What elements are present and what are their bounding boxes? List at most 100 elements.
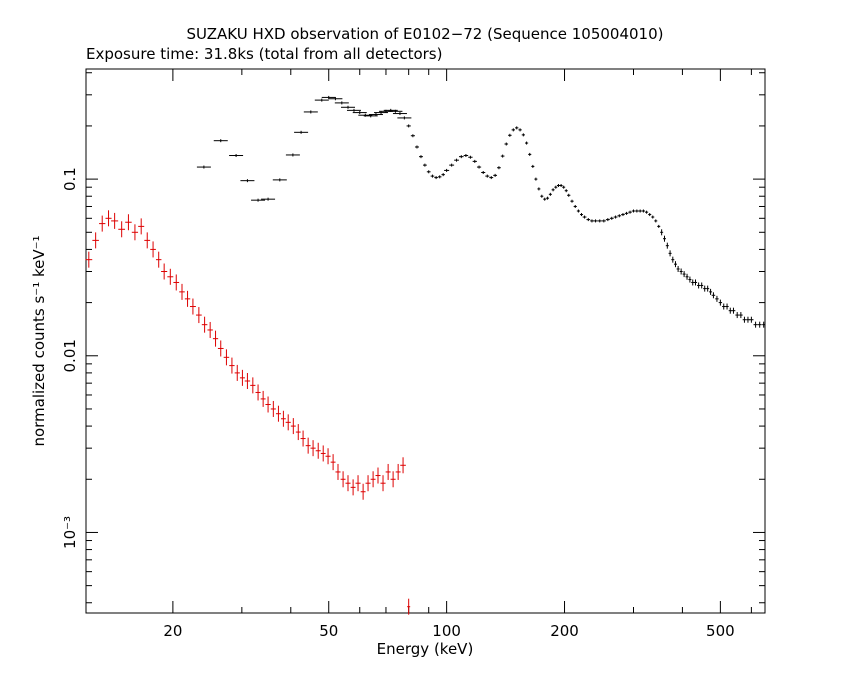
- data-point: [559, 184, 563, 188]
- data-point: [303, 110, 318, 114]
- data-point: [85, 251, 93, 268]
- data-point: [138, 218, 145, 235]
- y-axis-label: normalized counts s⁻¹ keV⁻¹: [30, 235, 48, 446]
- data-point: [370, 471, 376, 488]
- data-point: [454, 158, 459, 162]
- series-0: [196, 95, 766, 328]
- data-point: [731, 307, 736, 314]
- data-point: [472, 159, 477, 163]
- data-point: [346, 108, 361, 112]
- data-point: [179, 283, 185, 300]
- data-point: [631, 209, 636, 213]
- data-point: [161, 263, 168, 280]
- x-tick-label: 200: [550, 622, 579, 640]
- data-point: [118, 221, 126, 238]
- data-point: [272, 178, 287, 182]
- data-point: [328, 97, 343, 101]
- data-point: [260, 390, 266, 407]
- plot-frame: [85, 68, 766, 614]
- data-point: [310, 440, 316, 457]
- data-point: [711, 292, 716, 299]
- data-point: [414, 145, 419, 149]
- data-point: [500, 154, 505, 158]
- data-point: [385, 463, 391, 480]
- data-point: [624, 211, 629, 215]
- data-point: [320, 445, 326, 462]
- chart-title: SUZAKU HXD observation of E0102−72 (Sequ…: [187, 25, 664, 43]
- data-point: [300, 430, 306, 447]
- data-point: [468, 155, 473, 159]
- data-point: [375, 467, 381, 484]
- data-point: [638, 209, 642, 213]
- data-point: [290, 418, 296, 435]
- data-point: [400, 457, 406, 474]
- data-point: [534, 177, 538, 181]
- data-point: [426, 170, 431, 174]
- data-point: [709, 288, 713, 295]
- data-point: [270, 400, 276, 417]
- data-point: [92, 232, 99, 249]
- data-point: [660, 229, 664, 236]
- data-point: [504, 142, 509, 146]
- data-point: [422, 163, 427, 167]
- data-point: [543, 197, 547, 201]
- data-point: [111, 212, 119, 229]
- data-point: [144, 232, 151, 249]
- data-point: [663, 235, 667, 242]
- data-point: [360, 483, 366, 500]
- data-point: [556, 184, 560, 188]
- data-point: [617, 214, 622, 218]
- data-point: [250, 377, 256, 394]
- data-point: [657, 224, 661, 228]
- data-point: [682, 271, 686, 278]
- data-point: [679, 268, 683, 275]
- data-point: [725, 303, 729, 310]
- data-point: [515, 126, 519, 130]
- data-point: [275, 405, 281, 422]
- data-point: [497, 166, 501, 170]
- x-tick-label: 100: [432, 622, 461, 640]
- data-point: [628, 210, 632, 214]
- data-point: [419, 155, 423, 159]
- data-point: [481, 170, 486, 174]
- data-point: [671, 256, 675, 263]
- data-point: [691, 279, 695, 286]
- data-point: [546, 196, 550, 200]
- data-point: [315, 442, 321, 459]
- data-point: [676, 265, 680, 272]
- data-point: [757, 321, 762, 328]
- data-point: [195, 307, 202, 324]
- data-point: [700, 282, 704, 289]
- data-point: [673, 261, 677, 268]
- data-point: [641, 209, 645, 213]
- data-point: [728, 307, 732, 314]
- data-point: [189, 298, 196, 315]
- data-point: [576, 209, 580, 213]
- data-point: [229, 357, 235, 374]
- x-tick-label: 50: [319, 622, 338, 640]
- data-point: [746, 316, 750, 323]
- data-point: [234, 364, 240, 381]
- data-point: [567, 193, 571, 197]
- data-point: [407, 598, 411, 615]
- data-point: [540, 194, 544, 198]
- y-tick-label: 0.1: [61, 167, 79, 191]
- data-point: [314, 98, 329, 102]
- data-point: [570, 199, 574, 203]
- data-point: [305, 437, 311, 454]
- data-point: [613, 215, 618, 219]
- data-point: [579, 213, 584, 217]
- data-point: [335, 463, 341, 480]
- data-point: [597, 219, 602, 223]
- data-point: [654, 219, 658, 223]
- data-point: [285, 153, 300, 157]
- data-point: [388, 109, 403, 113]
- data-point: [173, 274, 180, 291]
- series-1: [85, 210, 411, 615]
- data-point: [196, 165, 211, 169]
- data-point: [207, 321, 213, 338]
- data-point: [621, 213, 625, 217]
- data-point: [340, 471, 346, 488]
- data-point: [251, 198, 266, 202]
